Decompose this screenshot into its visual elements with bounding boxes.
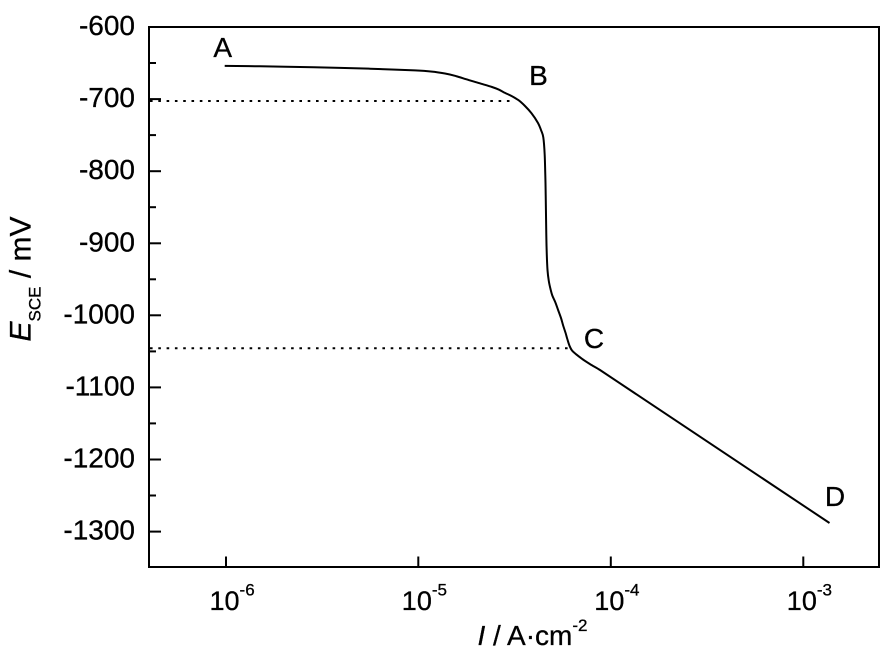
svg-text:-700: -700	[79, 82, 135, 113]
svg-text:-900: -900	[79, 226, 135, 257]
svg-text:-1200: -1200	[63, 443, 135, 474]
svg-text:10-4: 10-4	[594, 581, 639, 617]
svg-text:D: D	[825, 481, 845, 512]
svg-text:10-3: 10-3	[787, 581, 832, 617]
svg-text:-1100: -1100	[65, 370, 135, 401]
svg-text:-1300: -1300	[63, 515, 135, 546]
svg-text:-800: -800	[79, 154, 135, 185]
svg-text:10-5: 10-5	[402, 581, 447, 617]
svg-text:10-6: 10-6	[210, 581, 255, 617]
svg-text:-1000: -1000	[63, 298, 135, 329]
svg-text:I / A·cm-2: I / A·cm-2	[477, 616, 587, 650]
svg-text:ESCE / mV: ESCE / mV	[5, 217, 45, 342]
svg-text:C: C	[584, 323, 604, 354]
svg-text:B: B	[529, 60, 548, 91]
svg-text:-600: -600	[79, 10, 135, 41]
svg-text:A: A	[213, 32, 232, 63]
